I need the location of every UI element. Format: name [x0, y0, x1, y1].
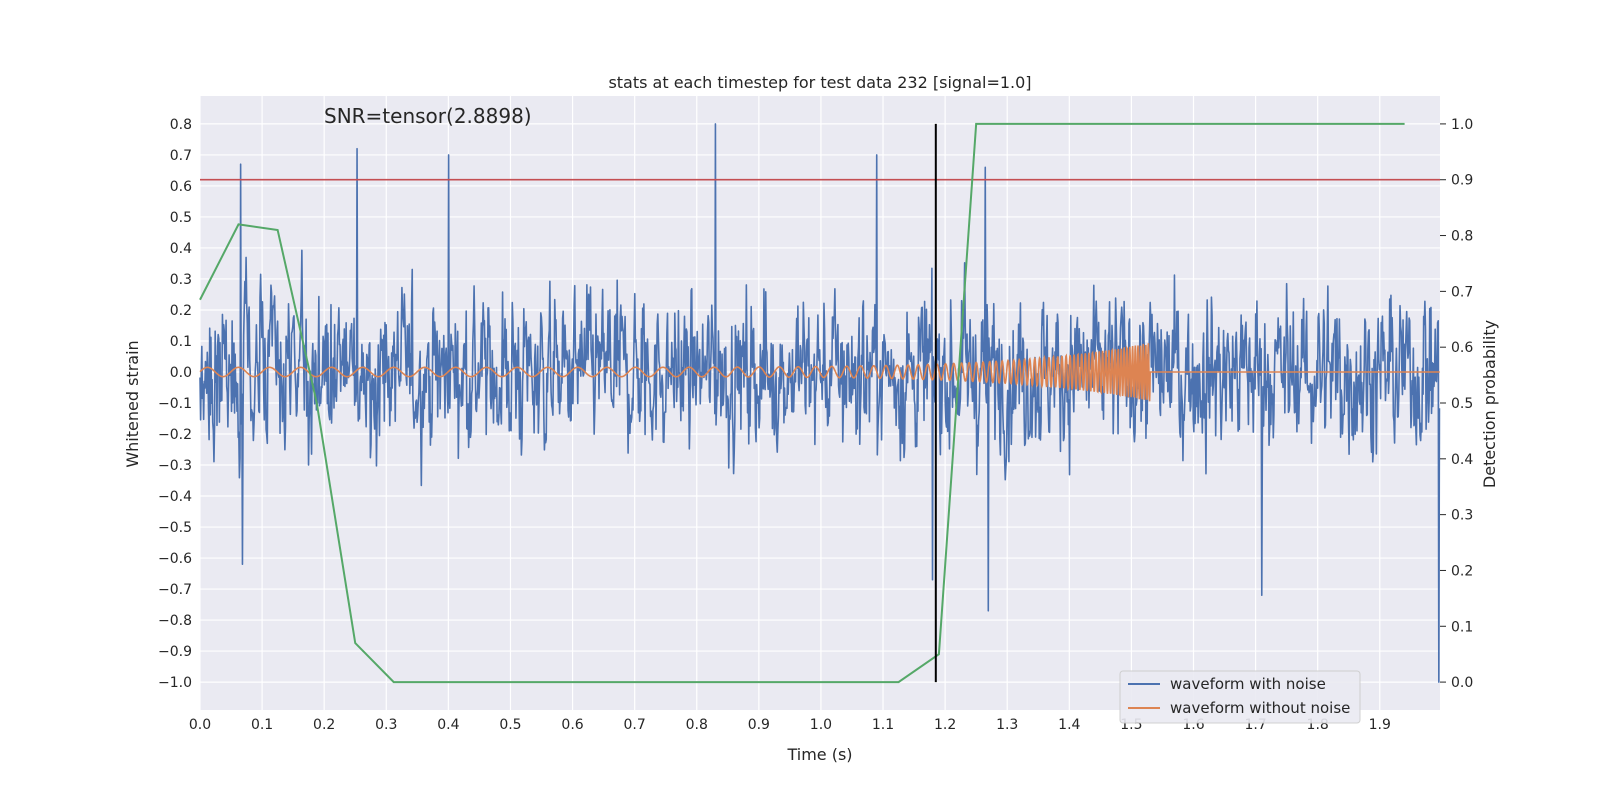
y-tick-label: −0.9 — [158, 644, 192, 660]
y-tick-label: −0.2 — [158, 427, 192, 443]
y-tick-label: −0.4 — [158, 489, 192, 505]
legend: waveform with noise waveform without noi… — [1119, 670, 1361, 724]
y2-axis-label: Detection probability — [1480, 320, 1499, 488]
x-tick-label: 0.7 — [624, 717, 646, 733]
chart-title: stats at each timestep for test data 232… — [608, 73, 1031, 92]
snr-annotation: SNR=tensor(2.8898) — [324, 104, 532, 128]
y-tick-label: −0.3 — [158, 458, 192, 474]
y2-tick-label: 1.0 — [1451, 117, 1473, 133]
y-tick-label: −0.6 — [158, 551, 192, 567]
legend-label-clean: waveform without noise — [1170, 699, 1350, 717]
y-tick-label: −0.8 — [158, 613, 192, 629]
series-layer — [199, 122, 1441, 684]
x-tick-label: 1.4 — [1058, 717, 1080, 733]
y-tick-label: 0.3 — [170, 272, 192, 288]
y-tick-label: 0.1 — [170, 334, 192, 350]
clean-waveform-line — [199, 343, 1440, 402]
y2-tick-label: 0.5 — [1451, 396, 1473, 412]
legend-label-noisy: waveform with noise — [1170, 675, 1326, 693]
y-tick-label: 0.4 — [170, 241, 192, 257]
y2-tick-label: 0.1 — [1451, 619, 1473, 635]
y-tick-label: 0.6 — [170, 179, 192, 195]
x-tick-label: 0.2 — [313, 717, 335, 733]
y-tick-label: 0.2 — [170, 303, 192, 319]
x-axis-label: Time (s) — [786, 745, 852, 764]
x-tick-label: 0.4 — [437, 717, 459, 733]
y-tick-label: 0.0 — [170, 365, 192, 381]
y2-tick-label: 0.6 — [1451, 340, 1473, 356]
x-tick-label: 1.9 — [1369, 717, 1391, 733]
x-tick-label: 0.0 — [189, 717, 211, 733]
noisy-waveform-line — [199, 123, 1441, 683]
y-axis-label: Whitened strain — [123, 340, 142, 467]
legend-box — [1119, 670, 1361, 724]
y-tick-label: −0.7 — [158, 582, 192, 598]
y2-tick-label: 0.8 — [1451, 229, 1473, 245]
x-tick-label: 0.6 — [561, 717, 583, 733]
x-tick-label: 0.8 — [686, 717, 708, 733]
y2-tick-label: 0.4 — [1451, 452, 1473, 468]
x-tick-label: 0.9 — [748, 717, 770, 733]
y-tick-label: 0.8 — [170, 117, 192, 133]
x-tick-label: 0.3 — [375, 717, 397, 733]
y-tick-label: 0.7 — [170, 148, 192, 164]
y-tick-label: 0.5 — [170, 210, 192, 226]
y2-tick-label: 0.0 — [1451, 675, 1473, 691]
y2-tick-label: 0.3 — [1451, 508, 1473, 524]
y2-tick-label: 0.7 — [1451, 284, 1473, 300]
x-tick-label: 0.1 — [251, 717, 273, 733]
y-tick-label: −0.1 — [158, 396, 192, 412]
y2-tick-label: 0.2 — [1451, 563, 1473, 579]
x-tick-label: 0.5 — [499, 717, 521, 733]
y-tick-label: −0.5 — [158, 520, 192, 536]
x-tick-label: 1.2 — [934, 717, 956, 733]
y-tick-label: −1.0 — [158, 675, 192, 691]
detection-probability-line — [199, 122, 1405, 684]
y2-tick-label: 0.9 — [1451, 173, 1473, 189]
x-tick-label: 1.3 — [996, 717, 1018, 733]
x-tick-label: 1.0 — [810, 717, 832, 733]
x-tick-label: 1.1 — [872, 717, 894, 733]
